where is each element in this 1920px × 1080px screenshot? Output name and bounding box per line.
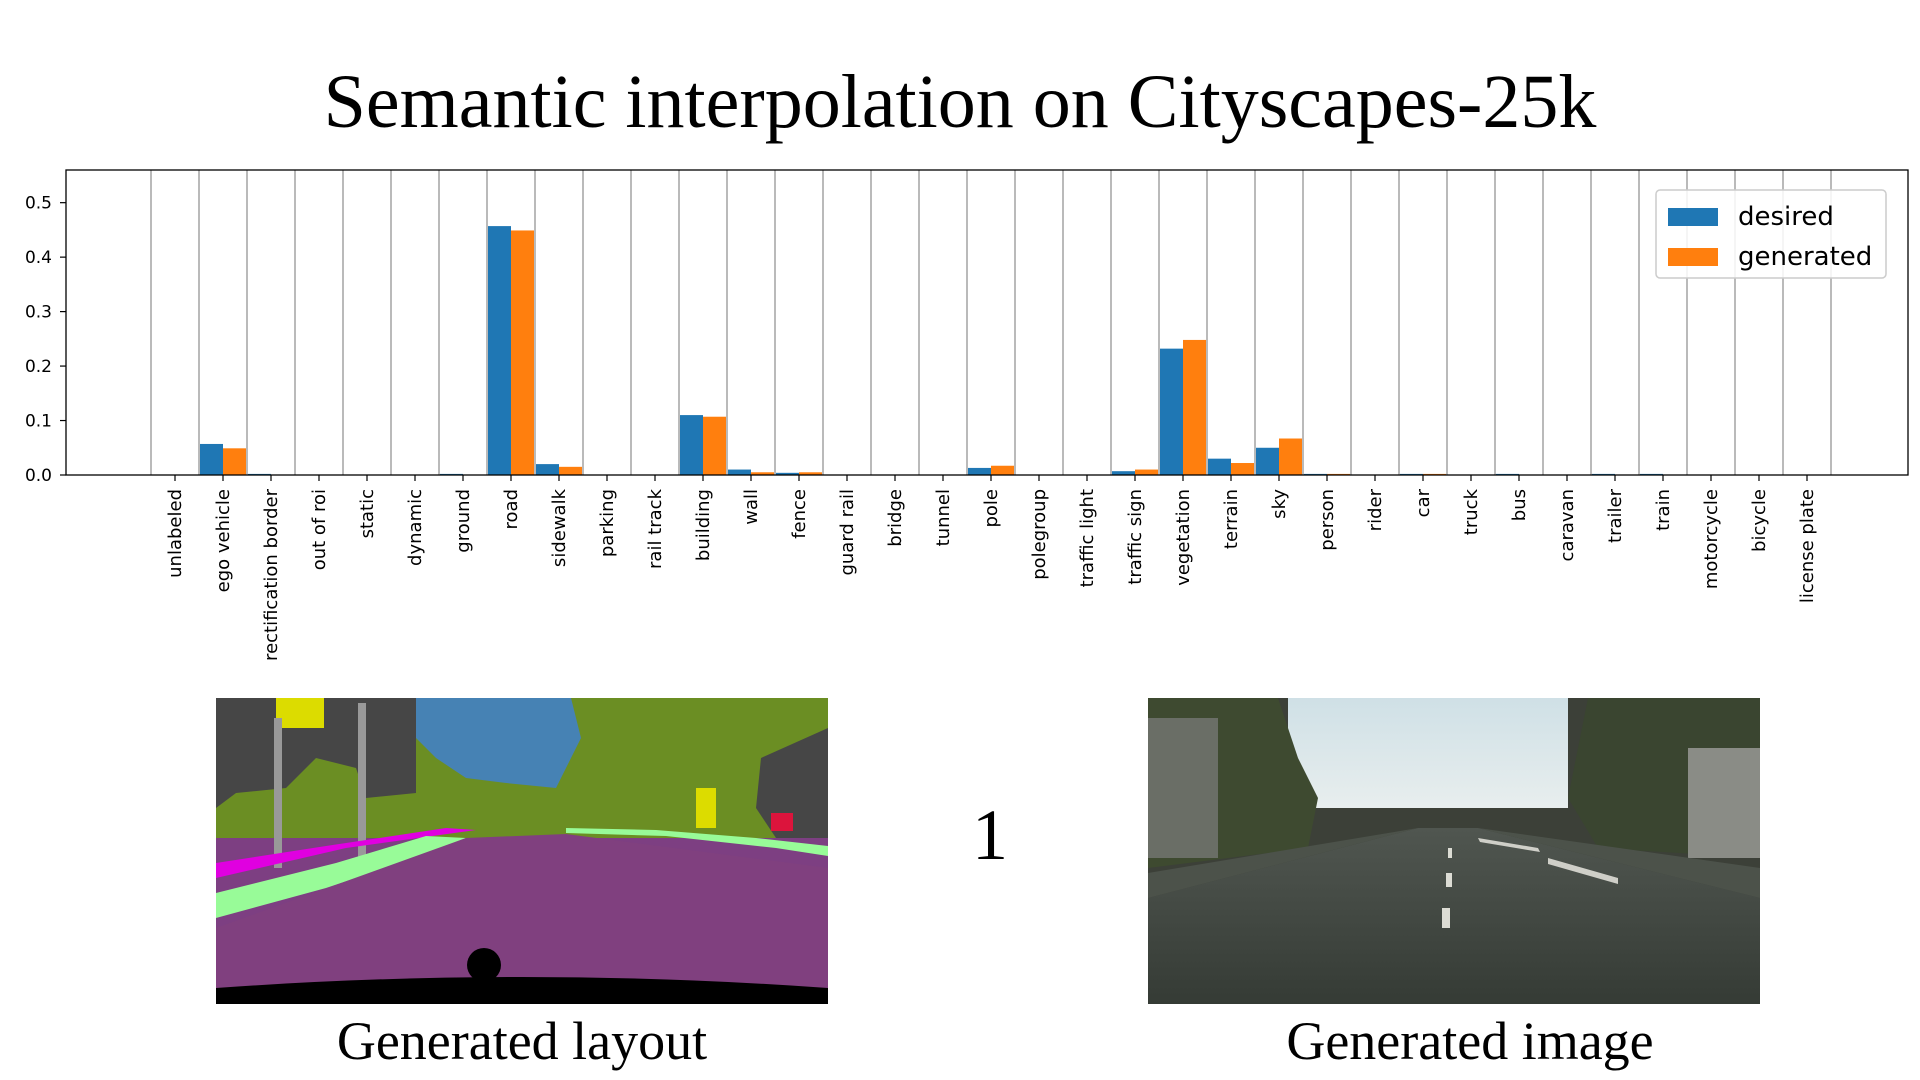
bar-desired-11 bbox=[680, 415, 703, 475]
generated-layout-caption: Generated layout bbox=[336, 1011, 708, 1071]
category-label-ego-vehicle: ego vehicle bbox=[213, 489, 234, 592]
category-label-vegetation: vegetation bbox=[1173, 489, 1194, 586]
bars bbox=[200, 226, 1663, 475]
category-label-license-plate: license plate bbox=[1797, 489, 1818, 603]
frame-number: 1 bbox=[972, 795, 1008, 875]
y-tick-label: 0.1 bbox=[25, 412, 52, 432]
generated-layout-image bbox=[216, 698, 828, 1004]
category-label-wall: wall bbox=[741, 489, 762, 525]
category-label-bicycle: bicycle bbox=[1749, 489, 1770, 552]
bar-desired-23 bbox=[1256, 447, 1279, 475]
bar-desired-1 bbox=[200, 443, 223, 475]
bar-desired-8 bbox=[536, 464, 559, 475]
category-label-dynamic: dynamic bbox=[405, 489, 426, 566]
category-label-fence: fence bbox=[789, 489, 810, 539]
category-label-truck: truck bbox=[1461, 488, 1482, 535]
bar-generated-8 bbox=[559, 466, 582, 475]
generated-street-image bbox=[1148, 698, 1760, 1004]
category-label-train: train bbox=[1653, 489, 1674, 531]
y-tick-label: 0.5 bbox=[25, 194, 52, 214]
category-label-unlabeled: unlabeled bbox=[165, 489, 186, 578]
category-label-trailer: trailer bbox=[1605, 488, 1626, 543]
category-label-terrain: terrain bbox=[1221, 489, 1242, 549]
category-label-car: car bbox=[1413, 488, 1434, 517]
bar-desired-17 bbox=[968, 467, 991, 475]
bar-generated-7 bbox=[511, 230, 534, 475]
y-tick-label: 0.4 bbox=[25, 248, 52, 268]
category-label-road: road bbox=[501, 489, 522, 529]
bar-desired-7 bbox=[488, 226, 511, 475]
category-label-ground: ground bbox=[453, 489, 474, 553]
bar-generated-11 bbox=[703, 416, 726, 475]
bar-generated-12 bbox=[751, 472, 774, 475]
bar-generated-23 bbox=[1279, 438, 1302, 475]
legend: desired generated bbox=[1655, 189, 1887, 279]
category-label-sky: sky bbox=[1269, 489, 1290, 519]
category-label-out-of-roi: out of roi bbox=[309, 489, 330, 570]
y-tick-label: 0.3 bbox=[25, 303, 52, 323]
bar-desired-22 bbox=[1208, 458, 1231, 475]
category-label-guard-rail: guard rail bbox=[837, 489, 858, 576]
category-label-rectification-border: rectification border bbox=[261, 488, 282, 661]
category-label-pole: pole bbox=[981, 489, 1002, 528]
category-label-building: building bbox=[693, 489, 714, 561]
y-axis: 0.0 0.1 0.2 0.3 0.4 0.5 bbox=[25, 194, 66, 486]
legend-label-generated: generated bbox=[1738, 242, 1872, 272]
bar-desired-20 bbox=[1112, 471, 1135, 475]
legend-label-desired: desired bbox=[1738, 202, 1834, 232]
bar-generated-22 bbox=[1231, 463, 1254, 475]
y-tick-label: 0.2 bbox=[25, 357, 52, 377]
category-label-person: person bbox=[1317, 489, 1338, 551]
grid-lines bbox=[150, 170, 1832, 475]
bar-generated-13 bbox=[799, 472, 822, 475]
category-label-rider: rider bbox=[1365, 488, 1386, 531]
bar-generated-21 bbox=[1183, 339, 1206, 475]
category-label-polegroup: polegroup bbox=[1029, 489, 1050, 580]
category-label-traffic-light: traffic light bbox=[1077, 489, 1098, 587]
category-label-static: static bbox=[357, 489, 378, 538]
bar-desired-12 bbox=[728, 469, 751, 475]
category-label-rail-track: rail track bbox=[645, 488, 666, 569]
category-label-parking: parking bbox=[597, 489, 618, 557]
category-label-bridge: bridge bbox=[885, 489, 906, 547]
legend-swatch-generated bbox=[1668, 248, 1718, 266]
x-axis: unlabeled ego vehicle rectification border… bbox=[165, 475, 1818, 661]
bar-generated-20 bbox=[1135, 469, 1158, 475]
category-label-sidewalk: sidewalk bbox=[549, 488, 570, 567]
category-label-motorcycle: motorcycle bbox=[1701, 489, 1722, 589]
bar-chart: 0.0 0.1 0.2 0.3 0.4 0.5 unlabeled ego vehicle r… bbox=[25, 169, 1909, 661]
bar-generated-17 bbox=[991, 465, 1014, 475]
category-label-tunnel: tunnel bbox=[933, 489, 954, 546]
category-label-caravan: caravan bbox=[1557, 489, 1578, 561]
plot-frame bbox=[65, 169, 1909, 476]
category-label-traffic-sign: traffic sign bbox=[1125, 489, 1146, 585]
bar-desired-21 bbox=[1160, 348, 1183, 475]
bar-desired-13 bbox=[776, 472, 799, 475]
category-label-bus: bus bbox=[1509, 489, 1530, 521]
y-tick-label: 0.0 bbox=[25, 466, 52, 486]
generated-image-caption: Generated image bbox=[1286, 1011, 1654, 1071]
bar-generated-1 bbox=[223, 448, 246, 475]
page-title: Semantic interpolation on Cityscapes-25k bbox=[323, 60, 1597, 144]
legend-swatch-desired bbox=[1668, 208, 1718, 226]
